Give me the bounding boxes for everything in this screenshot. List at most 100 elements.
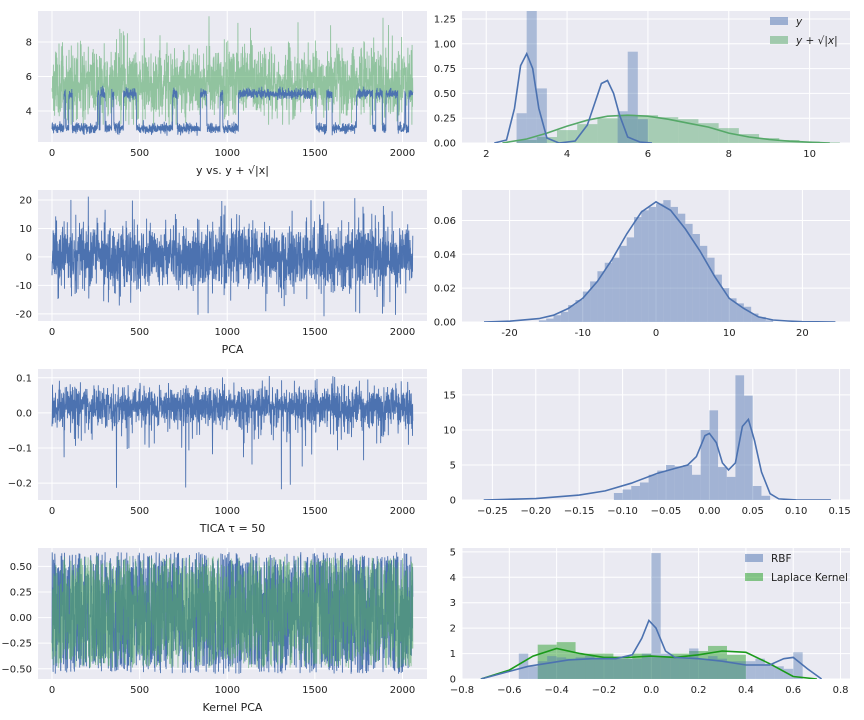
y-tick-label: 6 bbox=[26, 72, 32, 83]
hist-bar bbox=[553, 315, 561, 322]
x-tick-label: 0 bbox=[49, 506, 55, 517]
kde-line bbox=[480, 619, 823, 679]
hist-bar bbox=[619, 245, 627, 322]
hist-bar bbox=[590, 281, 598, 322]
y-tick-label: 5 bbox=[450, 460, 456, 471]
hist-bar bbox=[708, 656, 718, 679]
hist-bar bbox=[556, 657, 567, 679]
x-tick-label: 0.10 bbox=[785, 506, 807, 517]
chart-p2: 2 4 6 8 10 0.00 0.25 0.50 0.75 1.00 1.25 y y + √|x| bbox=[434, 11, 850, 160]
x-axis-label: PCA bbox=[222, 343, 244, 356]
hist-bar bbox=[641, 653, 652, 679]
hist-bar bbox=[738, 134, 760, 143]
plot-area bbox=[462, 369, 850, 500]
x-tick-label: 1000 bbox=[215, 148, 240, 159]
x-tick-label: 1000 bbox=[215, 327, 240, 338]
plot-body bbox=[483, 200, 836, 322]
y-tick-label: 0.1 bbox=[16, 373, 32, 384]
chart-p1: 0 500 1000 1500 2000 4 6 8 y vs. y + √|x| bbox=[26, 11, 427, 177]
x-tick-label: 0 bbox=[49, 327, 55, 338]
hist-bar bbox=[568, 305, 576, 322]
x-tick-label: 0.00 bbox=[698, 506, 720, 517]
hist-bar bbox=[726, 476, 736, 500]
hist-bar bbox=[758, 316, 766, 322]
hist-bar bbox=[575, 300, 583, 322]
hist-bar bbox=[516, 140, 537, 143]
series-line-y-sqrt-x- bbox=[51, 16, 414, 126]
x-tick-label: −0.15 bbox=[564, 506, 595, 517]
hist-bar bbox=[641, 210, 649, 322]
hist-bar bbox=[648, 474, 658, 500]
x-tick-label: -20 bbox=[501, 328, 517, 339]
plot-area bbox=[462, 11, 850, 143]
y-tick-label: 0.00 bbox=[10, 613, 32, 624]
hist-bar bbox=[518, 653, 529, 679]
hist-bar bbox=[626, 237, 635, 322]
plot-body bbox=[51, 375, 414, 490]
hist-bar bbox=[663, 200, 671, 322]
hist-bar bbox=[526, 11, 537, 143]
x-tick-label: 2000 bbox=[390, 685, 415, 696]
legend-swatch bbox=[770, 36, 788, 44]
legend: y y + √|x| bbox=[770, 16, 838, 47]
hist-bar bbox=[622, 658, 633, 679]
series-line-laplace-kernel bbox=[51, 556, 414, 669]
legend-swatch bbox=[770, 17, 788, 25]
hist-bar bbox=[692, 234, 700, 322]
hist-bar bbox=[632, 658, 642, 679]
hist-bar bbox=[665, 464, 675, 500]
x-tick-label: 1500 bbox=[302, 685, 327, 696]
kde-line bbox=[483, 417, 831, 500]
hist-bar bbox=[764, 663, 775, 679]
x-tick-label: −0.10 bbox=[607, 506, 638, 517]
x-tick-label: 0.8 bbox=[833, 685, 849, 696]
hist-bar bbox=[674, 466, 684, 500]
hist-bar bbox=[603, 658, 614, 679]
hist-bar bbox=[793, 652, 803, 679]
hist-bar bbox=[689, 648, 699, 679]
hist-bar bbox=[660, 653, 671, 679]
x-tick-label: 2000 bbox=[390, 506, 415, 517]
series-line-y bbox=[51, 85, 414, 136]
x-tick-label: 500 bbox=[130, 506, 149, 517]
hist-bar bbox=[634, 217, 642, 322]
y-tick-label: -20 bbox=[16, 309, 32, 320]
y-tick-label: 10 bbox=[19, 224, 32, 235]
hist-bar bbox=[622, 489, 632, 500]
kde-line bbox=[483, 200, 836, 322]
hist-bar bbox=[698, 658, 709, 679]
y-tick-label: 1 bbox=[450, 649, 456, 660]
hist-bar bbox=[651, 553, 661, 679]
x-tick-label: 1500 bbox=[302, 327, 327, 338]
x-tick-label: 8 bbox=[726, 149, 732, 160]
y-tick-label: 5 bbox=[450, 547, 456, 558]
x-tick-label: −0.6 bbox=[497, 685, 521, 696]
x-tick-label: 0.05 bbox=[742, 506, 764, 517]
x-tick-label: 0.15 bbox=[828, 506, 850, 517]
x-tick-label: 20 bbox=[796, 328, 809, 339]
hist-bar bbox=[639, 482, 649, 500]
x-tick-label: 6 bbox=[645, 149, 651, 160]
legend-label: Laplace Kernel bbox=[771, 572, 848, 584]
x-tick-label: 1000 bbox=[215, 506, 240, 517]
kde-line bbox=[480, 647, 817, 679]
hist-bar bbox=[613, 492, 623, 500]
hist-bar bbox=[761, 495, 771, 500]
x-tick-label: −0.8 bbox=[450, 685, 474, 696]
plot-body bbox=[51, 552, 414, 674]
hist-bar bbox=[648, 206, 656, 322]
x-tick-label: 500 bbox=[130, 327, 149, 338]
y-tick-label: −0.50 bbox=[1, 664, 32, 675]
hist-bar bbox=[736, 661, 746, 679]
y-tick-label: 15 bbox=[443, 390, 456, 401]
x-tick-label: 0 bbox=[653, 328, 659, 339]
hist-bar bbox=[683, 464, 693, 500]
hist-bar bbox=[637, 119, 648, 143]
x-tick-label: 2000 bbox=[390, 327, 415, 338]
x-tick-label: 1500 bbox=[302, 148, 327, 159]
x-tick-label: -10 bbox=[575, 328, 591, 339]
y-tick-label: 0.50 bbox=[434, 89, 456, 100]
hist-bar bbox=[594, 658, 604, 679]
x-tick-label: 0.6 bbox=[785, 685, 801, 696]
hist-bar bbox=[708, 645, 727, 679]
